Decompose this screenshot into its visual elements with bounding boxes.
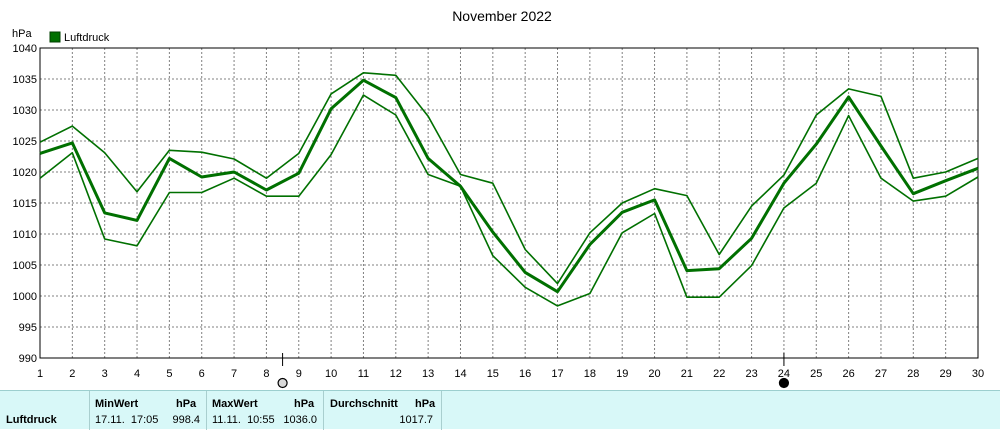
x-tick-label: 7: [231, 368, 237, 380]
x-tick-label: 25: [810, 368, 822, 380]
x-tick-label: 22: [713, 368, 725, 380]
stats-avg-unit: hPa: [415, 398, 436, 410]
x-tick-label: 3: [102, 368, 108, 380]
y-tick-label: 1020: [13, 167, 37, 179]
x-tick-label: 4: [134, 368, 140, 380]
y-tick-label: 1015: [13, 198, 37, 210]
stats-series-name: Luftdruck: [6, 414, 57, 426]
stats-bar: Luftdruck MinWert hPa 17.11. 17:05 998.4…: [0, 390, 1000, 430]
x-tick-label: 8: [263, 368, 269, 380]
stats-max-label: MaxWert: [212, 398, 258, 410]
series-line-avg: [39, 78, 979, 294]
y-tick-label: 1005: [13, 260, 37, 272]
x-tick-label: 24: [778, 368, 790, 380]
plot-frame: [39, 47, 979, 359]
x-tick-label: 23: [745, 368, 757, 380]
x-tick-label: 29: [940, 368, 952, 380]
stats-max-unit: hPa: [294, 398, 315, 410]
legend-label: Luftdruck: [64, 32, 110, 44]
x-tick-label: 12: [390, 368, 402, 380]
new-moon-icon: [778, 377, 790, 389]
x-tick-label: 28: [907, 368, 919, 380]
stats-avg-value: 1017.7: [399, 414, 433, 426]
legend-swatch: [49, 31, 61, 43]
x-tick-label: 18: [584, 368, 596, 380]
full-moon-icon: [277, 377, 288, 389]
x-tick-label: 1: [37, 368, 43, 380]
x-tick-label: 2: [69, 368, 75, 380]
y-tick-label: 1030: [13, 105, 37, 117]
x-tick-label: 6: [199, 368, 205, 380]
x-tick-label: 20: [648, 368, 660, 380]
stats-min-unit: hPa: [176, 398, 197, 410]
x-tick-label: 19: [616, 368, 628, 380]
x-tick-label: 10: [325, 368, 337, 380]
x-tick-label: 26: [842, 368, 854, 380]
x-tick-label: 15: [487, 368, 499, 380]
x-tick-label: 17: [551, 368, 563, 380]
chart-title: November 2022: [452, 8, 552, 24]
y-tick-label: 1010: [13, 229, 37, 241]
series-line-min: [39, 94, 979, 307]
stats-avg-cell: Durchschnitt hPa 1017.7: [324, 391, 442, 430]
y-tick-label: 990: [19, 353, 37, 365]
stats-series-cell: Luftdruck: [0, 391, 90, 430]
stats-min-value: 998.4: [172, 414, 200, 426]
x-tick-label: 14: [454, 368, 466, 380]
x-tick-label: 27: [875, 368, 887, 380]
stats-max-time: 11.11. 10:55: [212, 414, 275, 426]
stats-max-cell: MaxWert hPa 11.11. 10:55 1036.0: [207, 391, 324, 430]
y-tick-label: 995: [19, 322, 37, 334]
stats-avg-label: Durchschnitt: [330, 398, 398, 410]
stats-min-time: 17.11. 17:05: [95, 414, 159, 426]
x-tick-label: 13: [422, 368, 434, 380]
y-tick-label: 1035: [13, 74, 37, 86]
y-tick-label: 1025: [13, 136, 37, 148]
x-tick-label: 9: [296, 368, 302, 380]
pressure-chart: November 2022 hPa Luftdruck 990 995 1000 10…: [12, 8, 984, 389]
x-tick-label: 11: [358, 368, 369, 380]
y-tick-label: 1000: [13, 291, 37, 303]
stats-min-label: MinWert: [95, 398, 139, 410]
series-line-max: [39, 72, 979, 285]
y-axis-unit: hPa: [12, 28, 32, 40]
x-tick-label: 21: [681, 368, 693, 380]
x-tick-label: 16: [519, 368, 531, 380]
stats-min-cell: MinWert hPa 17.11. 17:05 998.4: [90, 391, 207, 430]
stats-max-value: 1036.0: [283, 414, 317, 426]
x-tick-label: 5: [166, 368, 172, 380]
y-tick-label: 1040: [13, 43, 37, 55]
x-tick-label: 30: [972, 368, 984, 380]
